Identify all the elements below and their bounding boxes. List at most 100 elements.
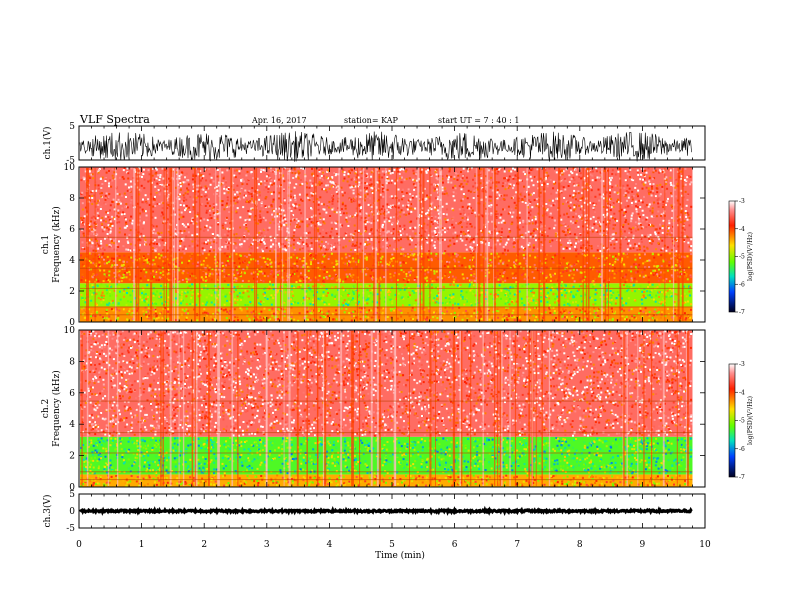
ch1-speckle <box>394 179 397 182</box>
ch1-speckle <box>549 245 552 248</box>
ch1-speckle <box>357 279 360 282</box>
ch1-speckle <box>360 172 363 175</box>
ch1-speckle <box>430 259 433 262</box>
ch1-speckle <box>411 309 414 312</box>
ch1-speckle <box>307 232 309 234</box>
ch1-speckle <box>402 278 405 281</box>
ch1-speckle <box>541 262 544 265</box>
ch1-speckle <box>223 268 226 271</box>
ch1-speckle <box>613 310 615 313</box>
ch1-speckle <box>423 277 426 280</box>
ch1-speckle <box>228 211 231 213</box>
ch1-speckle <box>100 283 103 286</box>
ch1-speckle <box>320 283 323 286</box>
ch1-speckle <box>307 249 310 252</box>
ch1-speckle <box>591 268 594 271</box>
ch1-speckle <box>310 208 313 211</box>
ch1-speckle <box>213 217 216 220</box>
ch1-speckle <box>570 272 573 275</box>
ch1-speckle <box>506 264 509 267</box>
ch1-speckle <box>406 253 409 256</box>
ch1-speckle <box>316 183 319 186</box>
ch1-speckle <box>584 285 587 288</box>
ch1-speckle <box>156 290 159 293</box>
ch1-speckle <box>364 226 367 229</box>
ch1-speckle <box>311 261 314 264</box>
ch1-speckle <box>185 308 188 311</box>
ch1-speckle <box>555 278 558 281</box>
ch1-speckle <box>354 281 357 283</box>
ch1-speckle <box>347 294 350 297</box>
ch1-speckle <box>116 258 119 261</box>
ch1-speckle <box>178 316 180 319</box>
ch1-speckle <box>116 188 119 191</box>
ch1-speckle <box>499 277 502 280</box>
ch1-speckle <box>469 243 472 245</box>
ch1-speckle <box>446 260 448 263</box>
ch1-speckle <box>363 194 366 197</box>
ch1-speckle <box>509 211 512 214</box>
ch1-speckle <box>278 272 281 275</box>
ch1-speckle <box>119 298 122 301</box>
ch1-speckle <box>502 261 505 264</box>
ch1-speckle <box>153 183 156 186</box>
ch1-speckle <box>307 318 310 321</box>
ch1-speckle <box>226 260 229 262</box>
ch1-speckle <box>88 297 91 300</box>
ch1-speckle <box>167 269 170 271</box>
ch1-speckle <box>421 258 424 261</box>
ch1-speckle <box>239 198 242 201</box>
ch1-speckle <box>269 169 272 172</box>
ch1-speckle <box>436 294 438 297</box>
ch1-speckle <box>504 269 507 272</box>
ch1-speckle <box>209 226 212 229</box>
ch1-speckle <box>491 170 494 173</box>
ch1-speckle <box>233 286 236 289</box>
ch1-speckle <box>277 195 280 198</box>
ch1-speckle <box>247 285 250 288</box>
ch1-speckle <box>208 209 211 212</box>
ch1-speckle <box>513 242 516 244</box>
ch1-speckle <box>472 275 475 278</box>
ch1-speckle <box>594 302 597 305</box>
ch1-speckle <box>634 253 637 256</box>
ch1-speckle <box>210 249 213 252</box>
ch1-speckle <box>445 221 448 224</box>
ch1-speckle <box>490 212 493 215</box>
ch1-speckle <box>208 239 211 242</box>
ch1-speckle <box>352 279 354 282</box>
ch1-speckle <box>81 263 84 266</box>
ch1-speckle <box>657 202 660 205</box>
ch1-speckle <box>609 239 612 242</box>
ch1-speckle <box>674 255 677 257</box>
ch1-speckle <box>122 211 125 214</box>
ch1-speckle <box>428 310 431 313</box>
ch1-speckle <box>575 220 578 223</box>
ch1-speckle <box>606 288 609 291</box>
ch1-speckle <box>185 235 188 238</box>
ch1-speckle <box>358 248 361 251</box>
ch1-speckle <box>648 266 651 269</box>
ch1-speckle <box>689 274 692 277</box>
ch1-speckle <box>549 289 552 292</box>
ch1-speckle <box>146 311 149 314</box>
ch1-speckle <box>336 232 339 235</box>
ch1-speckle <box>333 269 336 272</box>
ch1-speckle <box>283 198 286 201</box>
ch1-speckle <box>630 279 633 282</box>
ch1-speckle <box>469 259 472 262</box>
ch1-speckle <box>513 237 515 240</box>
ch1-speckle <box>248 253 251 256</box>
ch1-speckle <box>656 187 659 190</box>
ch1-speckle <box>342 179 345 182</box>
ch1-speckle <box>472 268 475 271</box>
ch1-speckle <box>250 241 253 244</box>
ch1-speckle <box>312 301 315 304</box>
ch1-speckle <box>474 175 477 177</box>
ch1-speckle <box>491 249 494 252</box>
ch1-speckle <box>367 237 370 240</box>
ch1-speckle <box>179 294 182 296</box>
ch1-speckle <box>520 297 523 300</box>
ch1-speckle <box>166 258 169 261</box>
